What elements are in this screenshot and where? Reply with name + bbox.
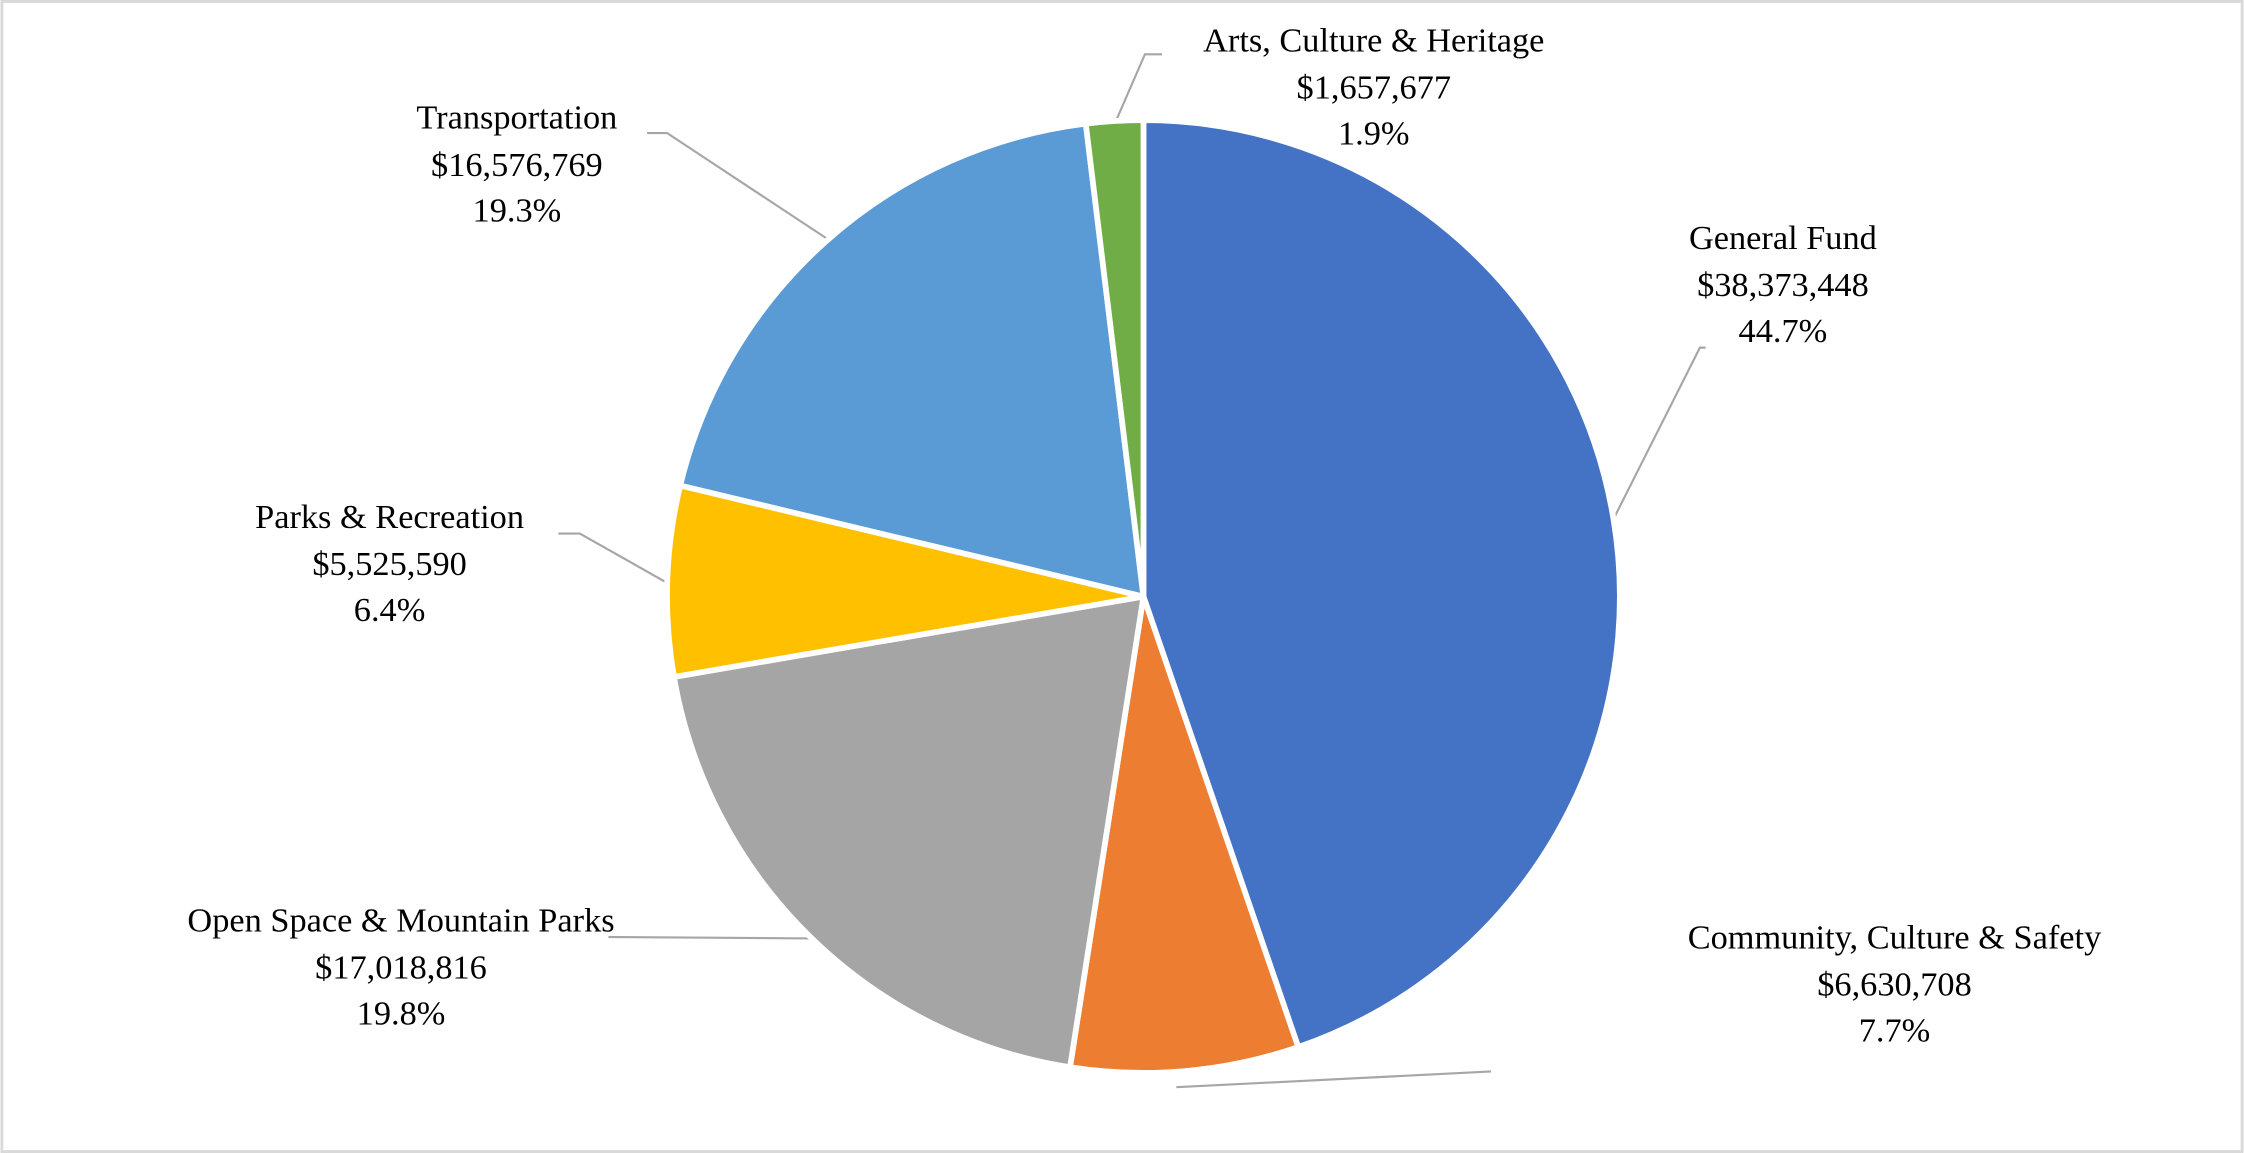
percent-label: 6.4% bbox=[353, 592, 426, 630]
pie-slice bbox=[1140, 117, 1623, 1050]
category-label: Open Space & Mountain Parks bbox=[187, 902, 615, 940]
data-label-box: Community, Culture & Safety $6,630,708 7.7… bbox=[1680, 916, 2109, 1055]
value-label: $17,018,816 bbox=[315, 949, 487, 987]
pie-slice bbox=[671, 593, 1147, 1071]
leader-line bbox=[647, 131, 828, 240]
value-label: $16,576,769 bbox=[431, 146, 603, 184]
data-label-box: Parks & Recreation $5,525,590 6.4% bbox=[103, 495, 675, 634]
category-label: Transportation bbox=[416, 100, 618, 138]
category-label: Community, Culture & Safety bbox=[1687, 919, 2102, 958]
leader-line bbox=[1176, 1070, 1492, 1089]
pie bbox=[664, 117, 1623, 1076]
pie-slice bbox=[664, 482, 1147, 680]
data-label: Open Space & Mountain Parks $17,018,816 19… bbox=[172, 898, 630, 1037]
data-label-box: Open Space & Mountain Parks $17,018,816 19… bbox=[172, 898, 630, 1037]
data-label: Transportation $16,576,769 19.3% bbox=[231, 96, 803, 235]
value-label: $5,525,590 bbox=[312, 545, 467, 583]
data-label: Arts, Culture & Heritage $1,657,677 1.9% bbox=[1088, 19, 1660, 158]
category-label: General Fund bbox=[1688, 220, 1877, 258]
percent-label: 19.3% bbox=[472, 193, 562, 231]
data-label-box: Transportation $16,576,769 19.3% bbox=[231, 96, 803, 235]
percent-label: 7.7% bbox=[1858, 1012, 1931, 1051]
percent-label: 1.9% bbox=[1338, 115, 1410, 154]
data-label: Parks & Recreation $5,525,590 6.4% bbox=[103, 495, 675, 634]
leader-line bbox=[1613, 346, 1706, 519]
leader-line bbox=[558, 532, 670, 585]
data-label-box: General Fund $38,373,448 44.7% bbox=[1497, 216, 2069, 355]
value-label: $6,630,708 bbox=[1817, 966, 1972, 1004]
value-label: $1,657,677 bbox=[1296, 69, 1452, 107]
pie-slice bbox=[677, 120, 1147, 600]
category-label: Arts, Culture & Heritage bbox=[1203, 22, 1545, 61]
category-label: Parks & Recreation bbox=[255, 499, 524, 537]
value-label: $38,373,448 bbox=[1697, 266, 1869, 304]
data-label-box: Arts, Culture & Heritage $1,657,677 1.9% bbox=[1088, 19, 1660, 158]
percent-label: 44.7% bbox=[1738, 313, 1828, 351]
data-label: Community, Culture & Safety $6,630,708 7.7… bbox=[1680, 916, 2109, 1055]
leader-line bbox=[608, 935, 809, 940]
pie-slice bbox=[1082, 117, 1147, 600]
data-label: General Fund $38,373,448 44.7% bbox=[1497, 216, 2069, 355]
percent-label: 19.8% bbox=[356, 995, 446, 1033]
leader-line bbox=[1115, 53, 1163, 121]
